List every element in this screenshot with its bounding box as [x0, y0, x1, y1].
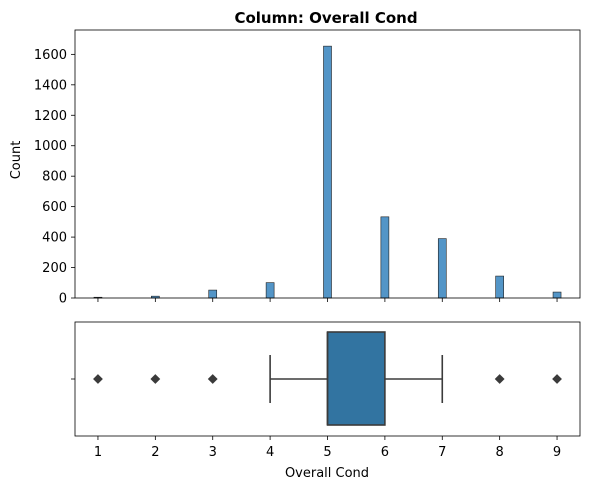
y-tick-label: 1600: [34, 48, 67, 63]
x-tick-label: 4: [266, 445, 274, 460]
x-axis-ticks: 1 2 3 4 5 6 7 8 9: [94, 436, 561, 460]
histogram-frame: [74, 29, 581, 299]
box-outlier: [150, 374, 161, 384]
histogram-bar: [437, 238, 447, 299]
box-outlier: [494, 374, 505, 384]
boxplot-panel: 1 2 3 4 5 6 7 8 9 Overall Cond: [71, 321, 581, 481]
y-tick-label: 0: [59, 292, 67, 307]
box-iqr: [326, 331, 386, 426]
x-tick-label: 5: [323, 445, 331, 460]
histogram-bar: [495, 275, 504, 299]
x-tick-label: 6: [381, 445, 389, 460]
hist-x-axis-ticks: [97, 298, 558, 302]
boxplot-frame: [74, 321, 581, 437]
x-tick-label: 7: [438, 445, 446, 460]
box-outlier: [207, 374, 218, 384]
x-tick-label: 8: [496, 445, 504, 460]
y-tick-label: 1400: [34, 78, 67, 93]
x-tick-label: 3: [209, 445, 217, 460]
y-tick-label: 1000: [34, 139, 67, 154]
y-tick-label: 200: [42, 261, 67, 276]
x-axis-label: Overall Cond: [285, 466, 369, 481]
y-axis-label: Count: [9, 141, 24, 180]
histogram-bar: [208, 289, 218, 299]
y-tick-label: 400: [42, 231, 67, 246]
histogram-bar: [323, 45, 332, 299]
chart-title: Column: Overall Cond: [234, 9, 417, 27]
x-tick-label: 2: [151, 445, 159, 460]
boxplot-elements: [93, 331, 562, 426]
y-tick-label: 1200: [34, 109, 67, 124]
histogram-bars: [93, 45, 562, 299]
y-axis-ticks: 0 200 400 600 800 1000 1200 1400 1600: [34, 48, 75, 307]
x-tick-label: 9: [553, 445, 561, 460]
x-tick-label: 1: [94, 445, 102, 460]
histogram-bar: [380, 216, 390, 299]
box-outlier: [552, 374, 562, 384]
histogram-bar: [265, 282, 275, 299]
histogram-bar: [552, 291, 562, 299]
box-outlier: [93, 374, 103, 384]
y-tick-label: 600: [42, 200, 67, 215]
histogram-panel: Column: Overall Cond Count 0 200 400 600 800…: [9, 9, 581, 307]
y-tick-label: 800: [42, 170, 67, 185]
